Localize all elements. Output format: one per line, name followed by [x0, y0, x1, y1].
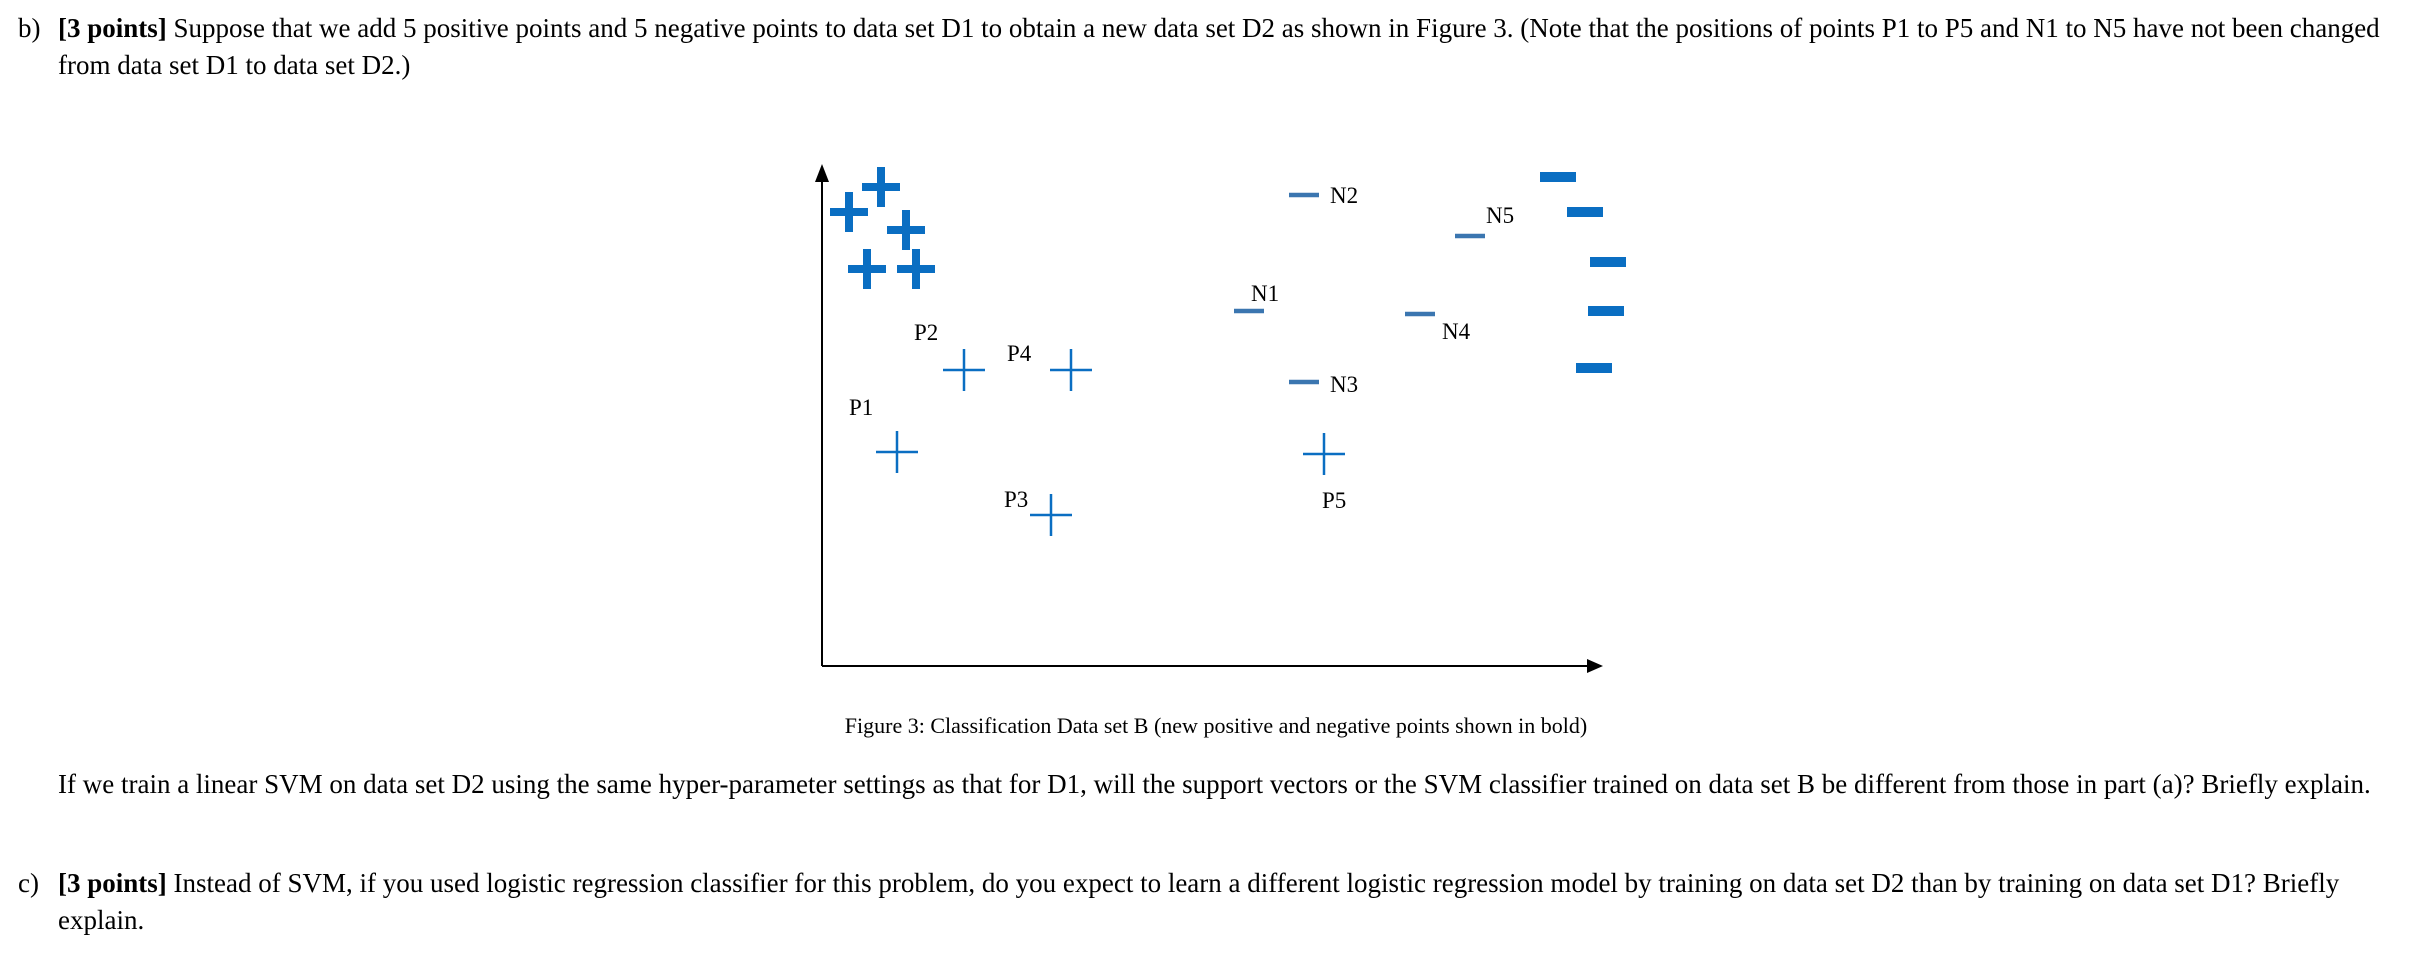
label-p4: P4 [1007, 341, 1032, 366]
figure-3-scatter: P1 P2 P3 P4 P5 N1 N2 N3 N4 N5 [815, 164, 1626, 673]
y-axis-arrow [815, 164, 829, 182]
positive-point-p3 [1030, 494, 1072, 536]
question-b-label: b) [18, 13, 41, 43]
figure-caption: Figure 3: Classification Data set B (new… [844, 713, 1588, 738]
question-c: c) [3 points] Instead of SVM, if you use… [18, 865, 2418, 939]
question-c-label: c) [18, 868, 39, 898]
question-c-points: [3 points] [58, 868, 167, 898]
new-positive-point [897, 249, 935, 289]
label-p2: P2 [914, 320, 938, 345]
label-p1: P1 [849, 395, 873, 420]
label-n4: N4 [1442, 319, 1471, 344]
positive-point-p1 [876, 431, 918, 473]
question-b-body: Suppose that we add 5 positive points an… [58, 13, 2380, 80]
label-n3: N3 [1330, 372, 1358, 397]
label-n5: N5 [1486, 203, 1514, 228]
new-negative-point [1540, 172, 1576, 182]
label-n2: N2 [1330, 183, 1358, 208]
question-b-followup: If we train a linear SVM on data set D2 … [58, 769, 2371, 799]
new-negative-point [1567, 207, 1603, 217]
label-p3: P3 [1004, 487, 1028, 512]
positive-point-p5 [1303, 433, 1345, 475]
positive-point-p2 [943, 349, 985, 391]
new-positive-point [887, 210, 925, 250]
new-positive-point [830, 192, 868, 232]
question-b: b) [3 points] Suppose that we add 5 posi… [18, 10, 2418, 84]
new-negative-point [1576, 363, 1612, 373]
new-negative-point [1588, 306, 1624, 316]
positive-point-p4 [1050, 349, 1092, 391]
question-b-text: [3 points] Suppose that we add 5 positiv… [58, 10, 2418, 84]
question-c-text: [3 points] Instead of SVM, if you used l… [58, 865, 2418, 939]
x-axis-arrow [1587, 659, 1603, 673]
label-p5: P5 [1322, 488, 1346, 513]
new-positive-point [848, 249, 886, 289]
label-n1: N1 [1251, 281, 1279, 306]
question-b-points: [3 points] [58, 13, 167, 43]
question-c-body: Instead of SVM, if you used logistic reg… [58, 868, 2340, 935]
new-negative-point [1590, 257, 1626, 267]
new-positive-point [862, 167, 900, 207]
